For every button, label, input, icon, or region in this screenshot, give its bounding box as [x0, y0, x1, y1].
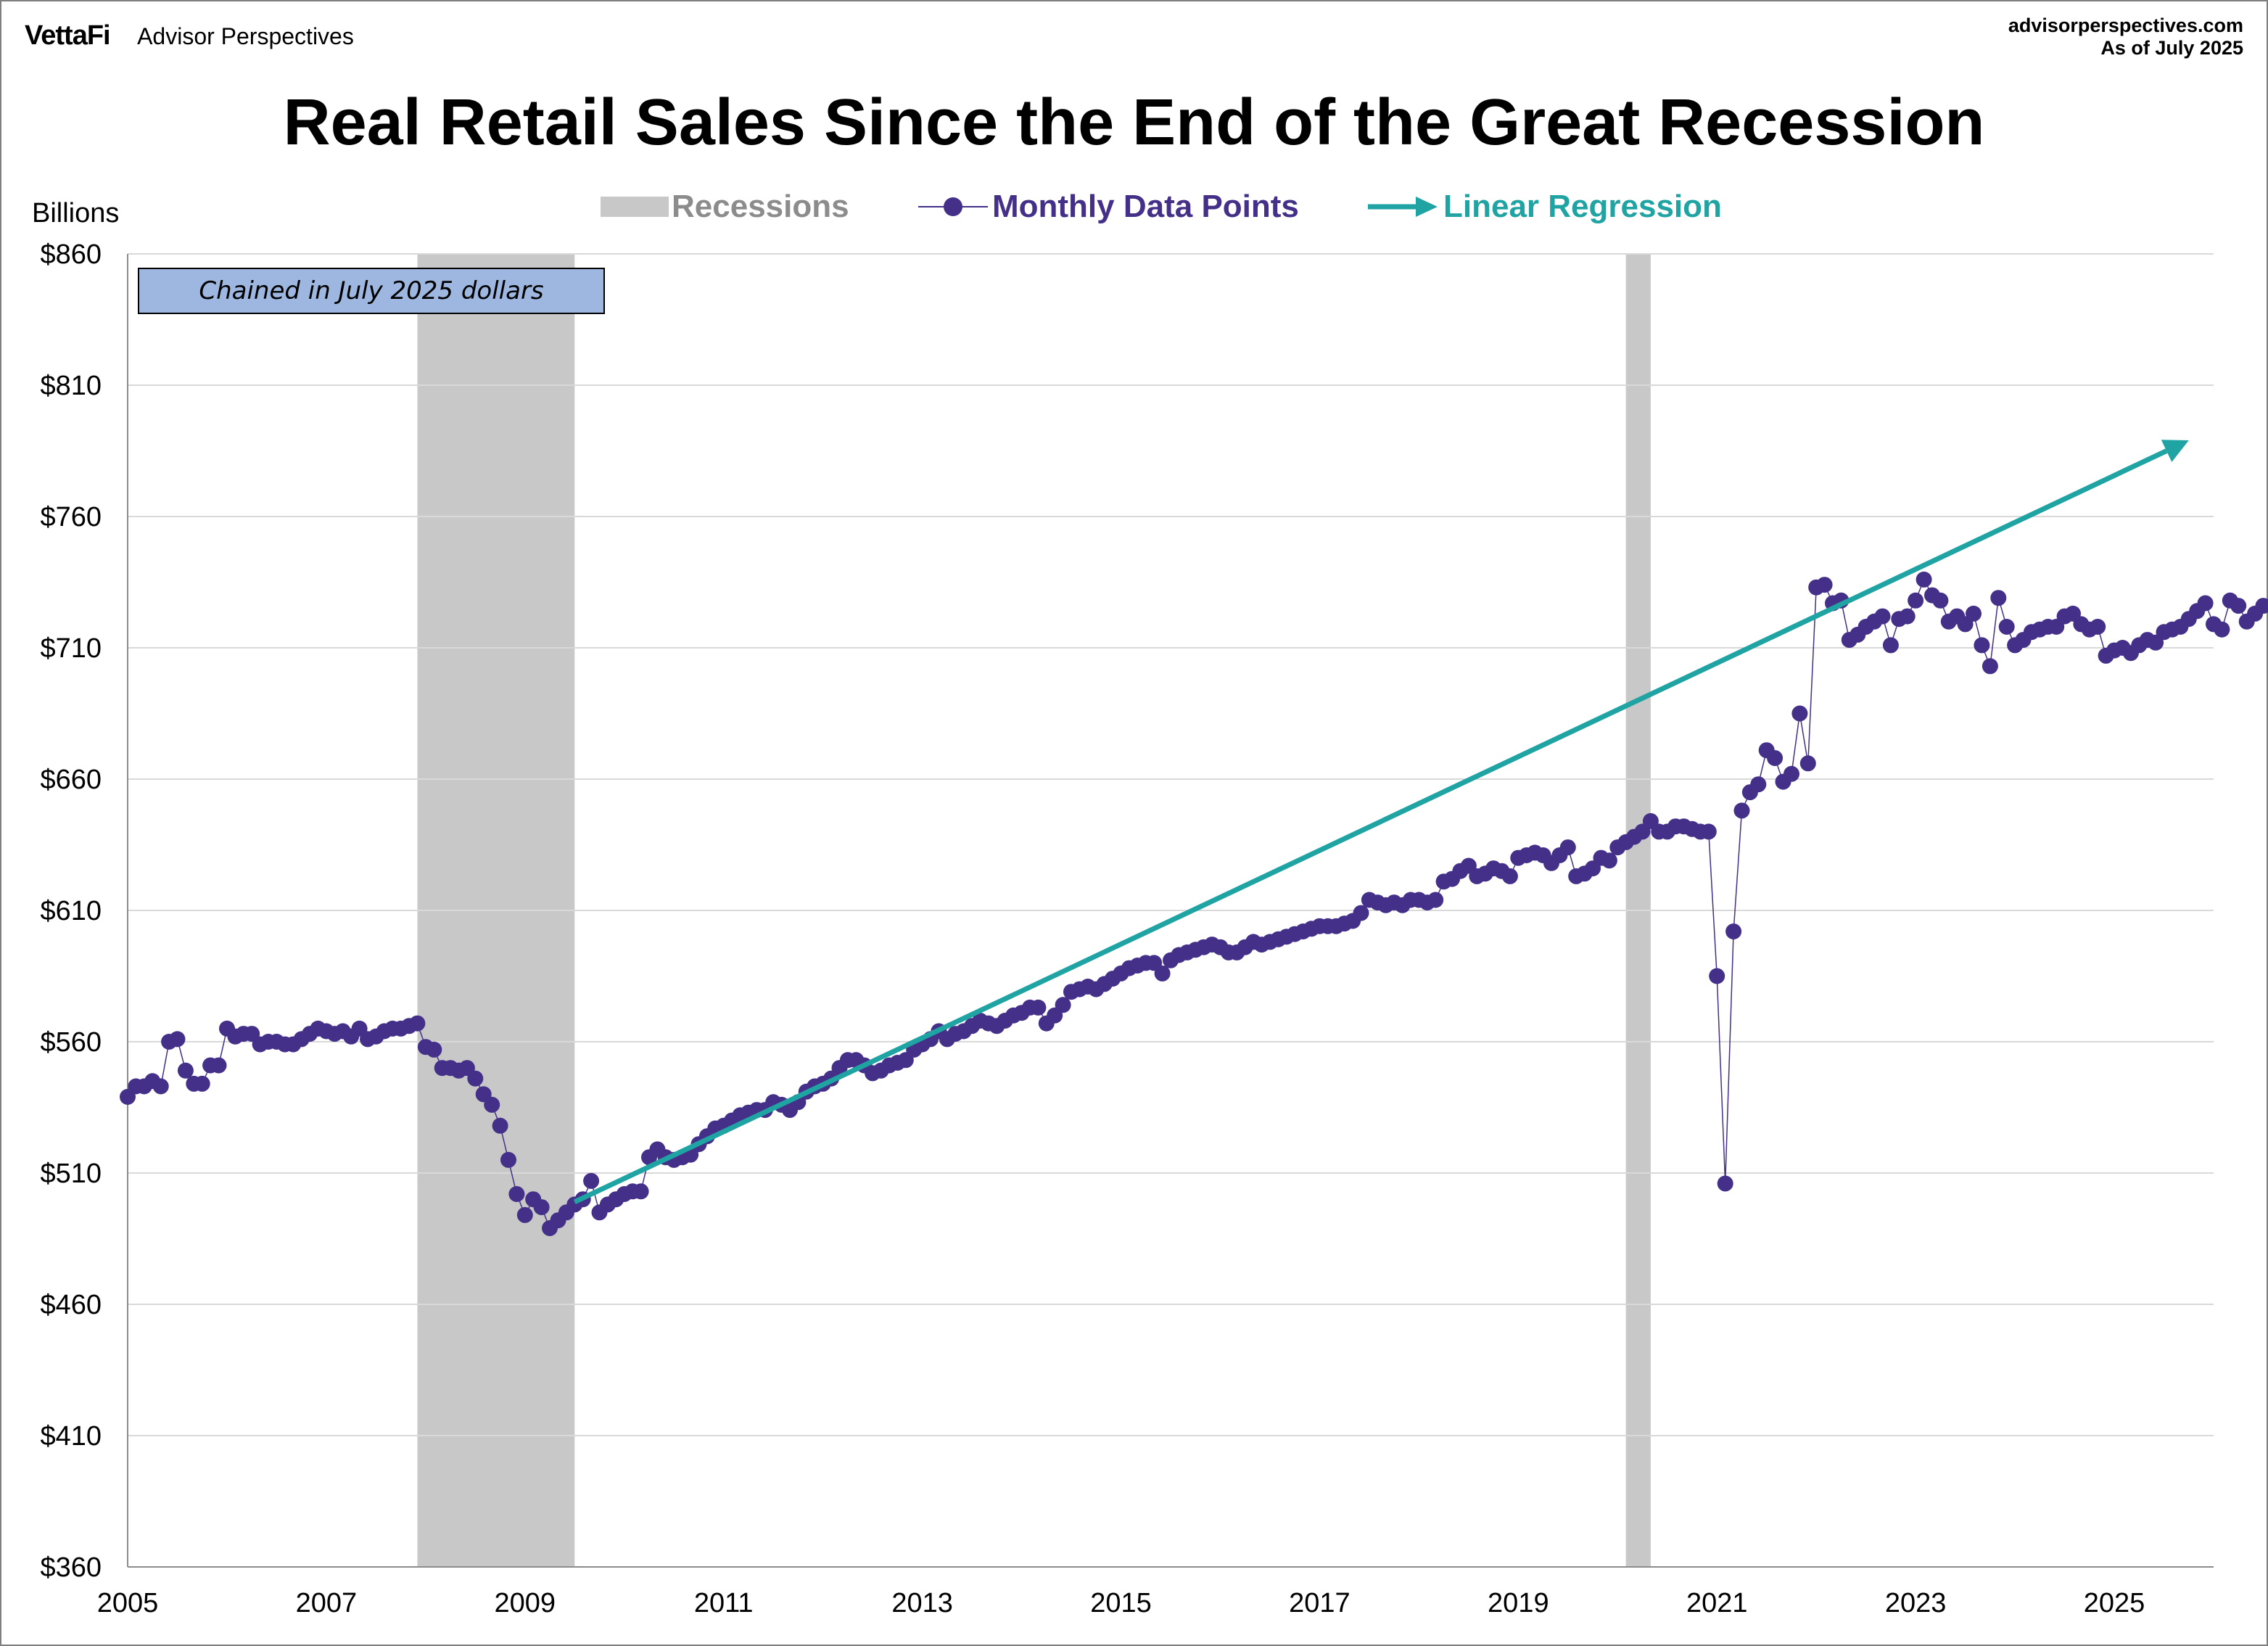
data-point [1353, 905, 1369, 921]
y-axis-unit-label: Billions [32, 198, 120, 229]
chart-legend: Recessions Monthly Data Points Linear Re… [0, 185, 2268, 229]
y-tick-label-10: $860 [40, 239, 102, 270]
data-point [1932, 592, 1949, 609]
y-tick-label-6: $660 [40, 765, 102, 795]
source-site: advisorperspectives.com [2008, 15, 2243, 36]
source-info: advisorperspectives.com As of July 2025 [2008, 15, 2243, 59]
x-tick-label-7: 2019 [1488, 1588, 1549, 1618]
data-point [152, 1078, 169, 1095]
regression-line [573, 448, 2168, 1204]
data-point [1799, 755, 1816, 772]
data-point [1816, 577, 1833, 593]
data-point [1767, 750, 1784, 766]
data-point [492, 1117, 508, 1134]
data-point [1055, 997, 1071, 1013]
legend-recessions: Recessions [601, 185, 849, 229]
data-point [1990, 590, 2007, 606]
data-point [1791, 705, 1808, 722]
legend-recessions-label: Recessions [672, 189, 849, 224]
data-point [177, 1062, 194, 1079]
data-point [1030, 999, 1047, 1016]
data-point [194, 1075, 210, 1092]
data-point [1725, 923, 1742, 939]
data-point [500, 1151, 516, 1168]
legend-monthly-label: Monthly Data Points [992, 189, 1299, 224]
data-point [210, 1057, 227, 1074]
x-tick-label-3: 2011 [694, 1588, 754, 1618]
y-tick-label-4: $560 [40, 1027, 102, 1058]
data-point [1899, 608, 1916, 625]
data-point [508, 1186, 525, 1202]
data-point [1717, 1175, 1733, 1192]
as-of-date: As of July 2025 [2100, 37, 2243, 59]
x-tick-label-0: 2005 [97, 1588, 159, 1618]
data-point [409, 1015, 426, 1032]
chart-title: Real Retail Sales Since the End of the G… [283, 86, 1985, 159]
data-point [1882, 637, 1899, 654]
legend-regression-label: Linear Regression [1443, 189, 1722, 224]
x-tick-label-10: 2025 [2084, 1588, 2145, 1618]
data-point [426, 1041, 442, 1058]
x-tick-label-9: 2023 [1885, 1588, 1947, 1618]
data-point [1709, 968, 1725, 984]
x-tick-label-5: 2015 [1090, 1588, 1152, 1618]
x-tick-label-4: 2013 [891, 1588, 953, 1618]
data-point [1916, 571, 1932, 588]
x-tick-label-6: 2017 [1289, 1588, 1351, 1618]
data-point [1559, 839, 1576, 856]
legend-monthly: Monthly Data Points [918, 185, 1299, 229]
data-point [1966, 605, 1982, 622]
data-point [467, 1070, 484, 1087]
y-tick-label-0: $360 [40, 1552, 102, 1583]
legend-recession-swatch [601, 197, 669, 217]
data-point [169, 1031, 186, 1048]
legend-marker-icon [918, 197, 988, 216]
data-point [1982, 658, 1998, 675]
brand-header: VettaFi Advisor Perspectives [25, 20, 354, 52]
data-point [583, 1172, 600, 1189]
data-point [533, 1199, 550, 1216]
y-tick-label-8: $760 [40, 502, 102, 532]
y-tick-label-3: $510 [40, 1159, 102, 1189]
data-point [632, 1183, 649, 1200]
data-point [1427, 892, 1444, 908]
data-point [484, 1096, 500, 1113]
x-tick-label-8: 2021 [1686, 1588, 1748, 1618]
data-point [516, 1206, 533, 1223]
y-tick-label-7: $710 [40, 633, 102, 664]
data-point [2090, 619, 2106, 635]
data-point [1784, 765, 1799, 782]
x-tick-label-1: 2007 [296, 1588, 358, 1618]
data-point [1601, 852, 1617, 869]
x-tick-label-2: 2009 [495, 1588, 556, 1618]
y-tick-label-2: $460 [40, 1290, 102, 1320]
data-point [2230, 598, 2247, 614]
data-point [2214, 621, 2230, 638]
data-point [2255, 598, 2268, 614]
data-point [1154, 965, 1171, 982]
y-tick-label-1: $410 [40, 1421, 102, 1452]
y-tick-label-5: $610 [40, 896, 102, 926]
data-point [1998, 619, 2015, 635]
vettafi-logo: VettaFi [25, 20, 111, 51]
legend-regression: Linear Regression [1368, 185, 1722, 229]
legend-arrow-icon [1368, 197, 1438, 217]
data-point [2197, 595, 2214, 612]
data-point [1733, 802, 1750, 819]
data-point [1874, 608, 1891, 625]
regression-arrowhead [2161, 440, 2189, 462]
data-point [1700, 823, 1717, 840]
data-point [1908, 592, 1924, 609]
units-note: Chained in July 2025 dollars [138, 268, 605, 314]
data-point [1501, 868, 1518, 884]
data-point [1750, 776, 1767, 793]
y-tick-label-9: $810 [40, 371, 102, 401]
data-point [1974, 637, 1990, 654]
publisher-name: Advisor Perspectives [137, 23, 354, 49]
